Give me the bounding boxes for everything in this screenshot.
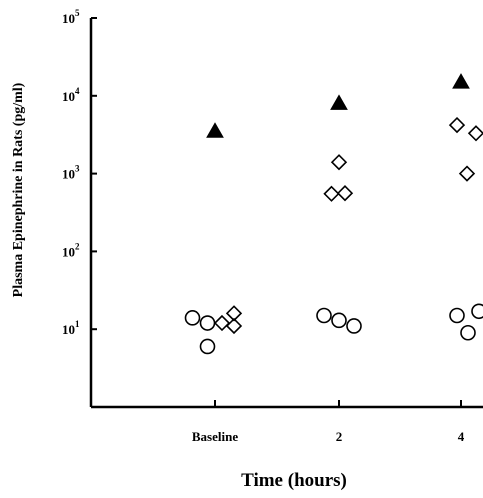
axes	[89, 18, 483, 409]
y-tick-label: 101	[62, 319, 80, 337]
diamond-point	[225, 317, 243, 335]
diamond-point	[225, 305, 243, 322]
diamond-point	[323, 185, 340, 202]
circle-point	[199, 315, 216, 331]
x-tick-label: 2	[336, 429, 343, 444]
y-axis-label: Plasma Epinephrine in Rats (pg/ml)	[11, 82, 26, 297]
diamond-point	[336, 185, 354, 202]
diamond-point	[467, 125, 483, 142]
triangle-point	[206, 122, 224, 138]
circle-point	[316, 307, 332, 324]
circle-point	[184, 310, 201, 326]
y-tick-exponent: 2	[75, 241, 80, 251]
y-tick-label: 103	[62, 164, 80, 182]
data-points	[184, 73, 483, 355]
diamond-point	[330, 154, 348, 171]
circle-point	[331, 312, 347, 329]
y-tick-exponent: 1	[75, 319, 80, 329]
x-tick-label: Baseline	[192, 429, 238, 444]
triangle-point	[452, 73, 470, 89]
y-tick-exponent: 3	[75, 164, 80, 174]
diamond-point	[448, 116, 466, 134]
diamond-point	[458, 165, 476, 182]
y-tick-exponent: 5	[75, 8, 80, 18]
circle-point	[199, 338, 216, 355]
circle-point	[449, 307, 465, 324]
y-tick-label: 102	[62, 241, 80, 259]
x-tick-label: 4	[458, 429, 465, 444]
triangle-point	[330, 94, 348, 110]
x-axis-label: Time (hours)	[241, 470, 347, 491]
y-tick-exponent: 4	[75, 86, 80, 96]
circle-point	[460, 324, 476, 341]
circle-point	[346, 318, 362, 334]
x-axis-ticks: Baseline 2 4	[192, 400, 465, 444]
y-tick-label: 105	[62, 8, 80, 26]
diamond-point	[213, 314, 231, 332]
circle-point	[471, 303, 483, 320]
y-tick-label: 104	[62, 86, 80, 104]
